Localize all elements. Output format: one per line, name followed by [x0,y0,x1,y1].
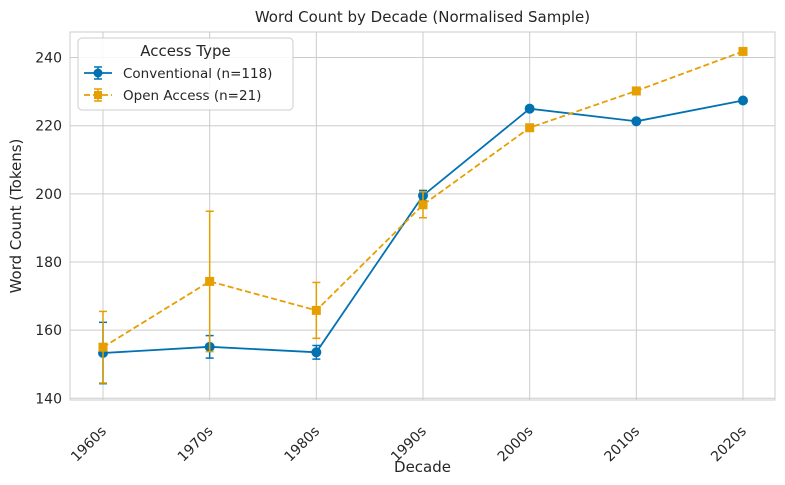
legend-title: Access Type [140,42,231,60]
chart-title: Word Count by Decade (Normalised Sample) [255,8,590,26]
legend-marker [93,68,103,78]
legend-box [77,37,294,111]
data-point [311,347,322,358]
legend-label: Conventional (n=118) [123,66,272,82]
y-tick-label: 240 [35,51,62,67]
y-tick-label: 220 [35,119,62,135]
y-axis-title: Word Count (Tokens) [7,139,25,294]
data-point [311,305,321,315]
data-point [738,46,748,56]
data-point [738,95,748,106]
x-tick-label: 1980s [281,424,323,466]
legend-items: Conventional (n=118) Open Access (n=21) [84,66,272,104]
y-tick-label: 180 [35,255,62,271]
data-point [525,123,535,133]
x-tick-label: 2000s [495,424,537,466]
legend-item: Open Access (n=21) [84,88,261,104]
data-point [631,86,641,96]
data-point [524,103,535,114]
x-tick-label: 2020s [708,424,750,466]
x-tick-label: 2010s [601,424,643,466]
legend: Access Type Conventional (n=118) Open Acc… [77,37,294,111]
y-tick-label: 160 [35,323,62,339]
y-tick-label: 140 [35,391,62,407]
y-tick-label: 200 [35,187,62,203]
data-point [98,342,108,352]
x-tick-label: 1970s [175,424,217,466]
data-point [205,276,215,286]
data-point [418,200,428,210]
data-point [631,116,642,127]
series-1 [98,46,748,384]
legend-marker [94,91,102,99]
series-layer [98,46,748,385]
legend-item: Conventional (n=118) [84,66,272,82]
x-tick-label: 1960s [68,424,110,466]
x-axis-title: Decade [394,458,451,476]
legend-label: Open Access (n=21) [123,88,261,104]
y-axis-ticks: 140 160 180 200 220 240 [35,51,62,408]
